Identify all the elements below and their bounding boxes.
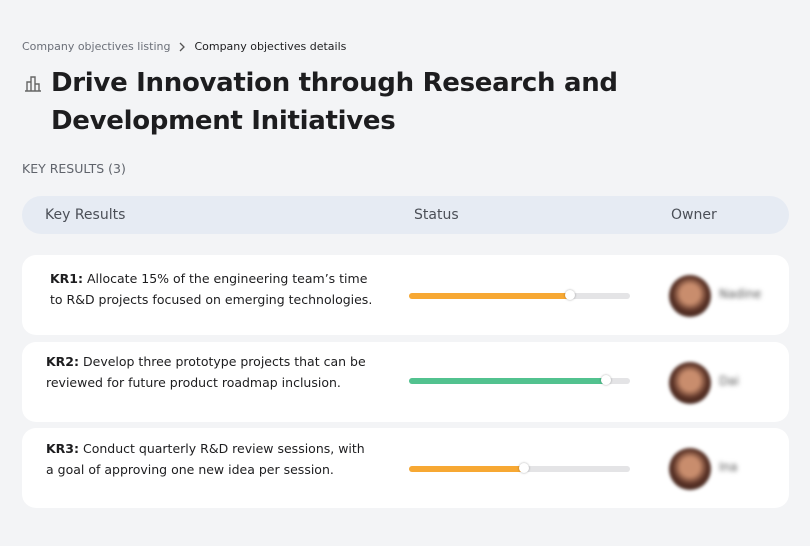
key-result-id: KR2:	[46, 354, 80, 369]
breadcrumb-current: Company objectives details	[194, 40, 347, 53]
progress-knob	[518, 463, 529, 473]
owner-avatar	[669, 448, 711, 490]
progress-fill	[409, 378, 606, 384]
key-result-text: Conduct quarterly R&D review sessions, w…	[46, 441, 365, 477]
objective-icon	[25, 76, 41, 92]
key-result-id: KR1:	[50, 271, 84, 286]
key-result-description: KR1: Allocate 15% of the engineering tea…	[50, 269, 380, 310]
breadcrumb: Company objectives listing Company objec…	[22, 40, 346, 53]
progress-knob	[565, 290, 576, 300]
chevron-icon	[179, 42, 186, 51]
progress-knob	[600, 375, 611, 385]
key-result-text: Develop three prototype projects that ca…	[46, 354, 366, 390]
section-label: KEY RESULTS (3)	[22, 161, 126, 176]
progress-fill	[409, 466, 524, 472]
owner-name: Dai	[719, 374, 739, 388]
column-header: Owner	[671, 207, 717, 223]
key-result-text: Allocate 15% of the engineering team’s t…	[50, 271, 373, 307]
column-header: Status	[414, 207, 459, 223]
column-header: Key Results	[45, 207, 126, 223]
progress-track	[409, 463, 630, 473]
key-result-id: KR3:	[46, 441, 80, 456]
breadcrumb-link[interactable]: Company objectives listing	[22, 40, 171, 53]
owner-avatar	[669, 362, 711, 404]
owner-name: Nadine	[719, 287, 762, 301]
key-result-row: KR1: Allocate 15% of the engineering tea…	[22, 255, 789, 335]
owner-avatar	[669, 275, 711, 317]
page-title: Drive Innovation through Research and De…	[51, 68, 618, 136]
key-result-row: KR2: Develop three prototype projects th…	[22, 342, 789, 422]
owner-name: Ina	[719, 460, 738, 474]
key-result-row: KR3: Conduct quarterly R&D review sessio…	[22, 428, 789, 508]
table-header: Key Results Status Owner	[22, 196, 789, 234]
progress-track	[409, 375, 630, 385]
key-result-description: KR3: Conduct quarterly R&D review sessio…	[46, 439, 376, 480]
progress-track	[409, 290, 630, 300]
progress-fill	[409, 293, 571, 299]
key-result-description: KR2: Develop three prototype projects th…	[46, 352, 376, 393]
